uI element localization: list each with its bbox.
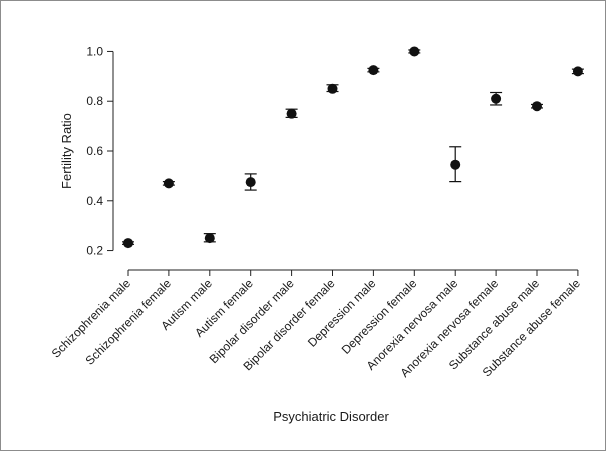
data-point [204,233,215,244]
x-tick-label: Depression female [339,276,420,357]
data-point [286,108,297,119]
y-axis-title: Fertility Ratio [59,113,74,189]
data-point [491,93,502,104]
x-axis-title: Psychiatric Disorder [273,409,389,424]
data-point [532,101,542,112]
data-point [450,159,461,170]
y-tick-label: 0.6 [86,144,103,158]
y-tick-label: 0.8 [86,94,103,108]
data-point [409,46,420,57]
y-tick-label: 1.0 [86,44,103,58]
error-bars [122,49,584,245]
y-axis: 0.2 0.4 0.6 0.8 1.0 [86,44,114,258]
y-tick-label: 0.4 [86,194,103,208]
data-point [245,177,256,188]
data-point [163,178,174,189]
data-point [123,238,133,249]
data-point [327,83,338,94]
y-tick-label: 0.2 [86,244,103,258]
data-points [123,46,583,249]
data-point [368,65,379,76]
data-point [572,66,583,77]
